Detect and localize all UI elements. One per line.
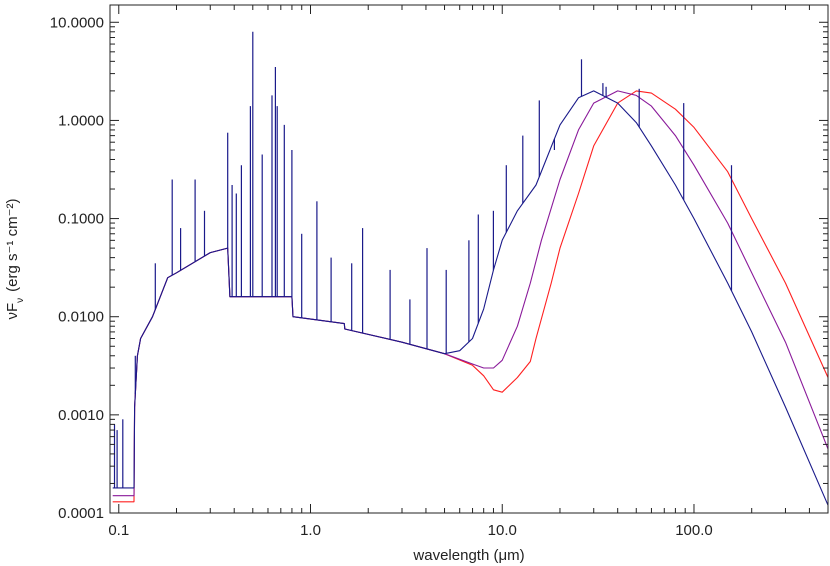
- series-line-2: [112, 90, 829, 497]
- y-label-subscript: ν: [15, 298, 26, 303]
- emission-lines-group: [113, 31, 733, 488]
- y-tick-label: 1.0000: [58, 112, 104, 129]
- plot-frame: [109, 4, 829, 514]
- y-tick-label: 0.0100: [58, 309, 104, 326]
- ticks-group: 0.1 1.0 10.0 100.0 0.0001 0.0010 0.0100 0.1000 1…: [50, 5, 829, 539]
- y-tick-label: 0.1000: [58, 211, 104, 228]
- x-tick-label: 1.0: [300, 522, 321, 539]
- y-tick-label: 10.0000: [50, 14, 104, 31]
- y-tick-label: 0.0001: [58, 505, 104, 522]
- y-axis-label: νFν (erg s⁻¹ cm⁻²): [4, 198, 26, 319]
- series-line-1: [112, 90, 829, 503]
- x-axis-label: wavelength (μm): [412, 547, 524, 564]
- x-tick-label: 0.1: [108, 522, 129, 539]
- x-tick-label: 10.0: [488, 522, 517, 539]
- x-tick-label: 100.0: [675, 522, 713, 539]
- y-label-units: (erg s⁻¹ cm⁻²): [4, 198, 21, 291]
- y-tick-label: 0.0010: [58, 407, 104, 424]
- series-group: [112, 90, 829, 506]
- series-line-3: [112, 90, 829, 506]
- y-label-main: νF: [4, 303, 21, 320]
